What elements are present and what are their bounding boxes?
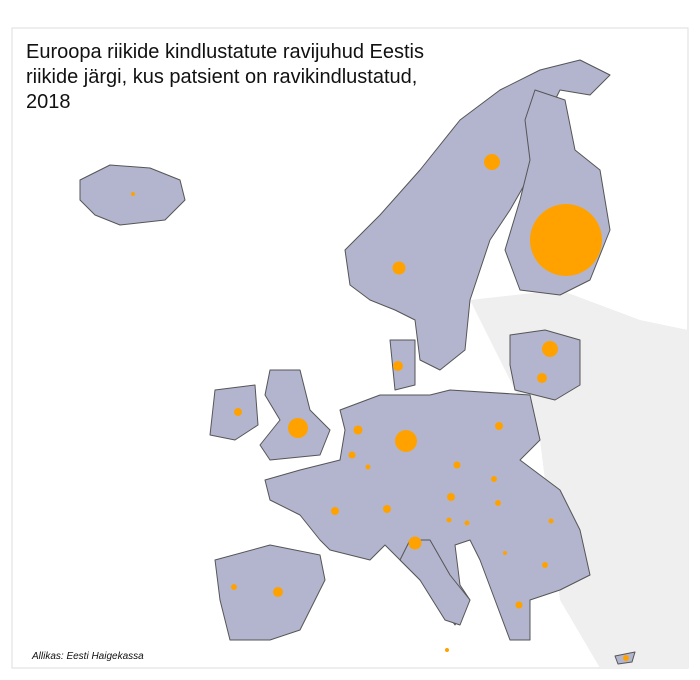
- baltics: [509, 329, 581, 401]
- bubble: [453, 461, 461, 469]
- source-note: Allikas: Eesti Haigekassa: [32, 651, 144, 662]
- bubble: [234, 408, 242, 416]
- bubble: [484, 154, 500, 170]
- bubble: [530, 204, 602, 276]
- bubble: [288, 418, 308, 438]
- bubble: [447, 493, 455, 501]
- bubble: [446, 517, 452, 523]
- bubble: [623, 655, 629, 661]
- bubble: [383, 505, 391, 513]
- bubble: [548, 518, 554, 524]
- bubble: [231, 584, 237, 590]
- bubble: [348, 451, 356, 459]
- great-britain: [259, 369, 331, 461]
- map-title: Euroopa riikide kindlustatute ravijuhud …: [26, 41, 424, 113]
- bubble: [537, 373, 547, 383]
- bubble: [542, 562, 548, 568]
- bubble: [445, 648, 449, 652]
- bubble: [495, 500, 501, 506]
- bubble: [392, 261, 406, 275]
- bubble: [464, 520, 470, 526]
- bubble: [542, 341, 558, 357]
- bubble: [408, 536, 422, 550]
- bubbles: [131, 154, 629, 661]
- italy: [399, 539, 471, 626]
- bubble: [393, 361, 403, 371]
- bubble: [331, 507, 339, 515]
- bubble: [503, 551, 507, 555]
- mainland: [264, 389, 591, 641]
- iberia: [214, 544, 326, 641]
- bubble: [395, 430, 417, 452]
- bubble: [491, 476, 497, 482]
- ireland: [209, 384, 259, 441]
- bubble: [515, 601, 523, 609]
- bubble: [131, 192, 135, 196]
- bubble: [495, 422, 503, 430]
- bubble: [353, 425, 363, 435]
- bubble: [273, 587, 283, 597]
- bubble: [365, 464, 371, 470]
